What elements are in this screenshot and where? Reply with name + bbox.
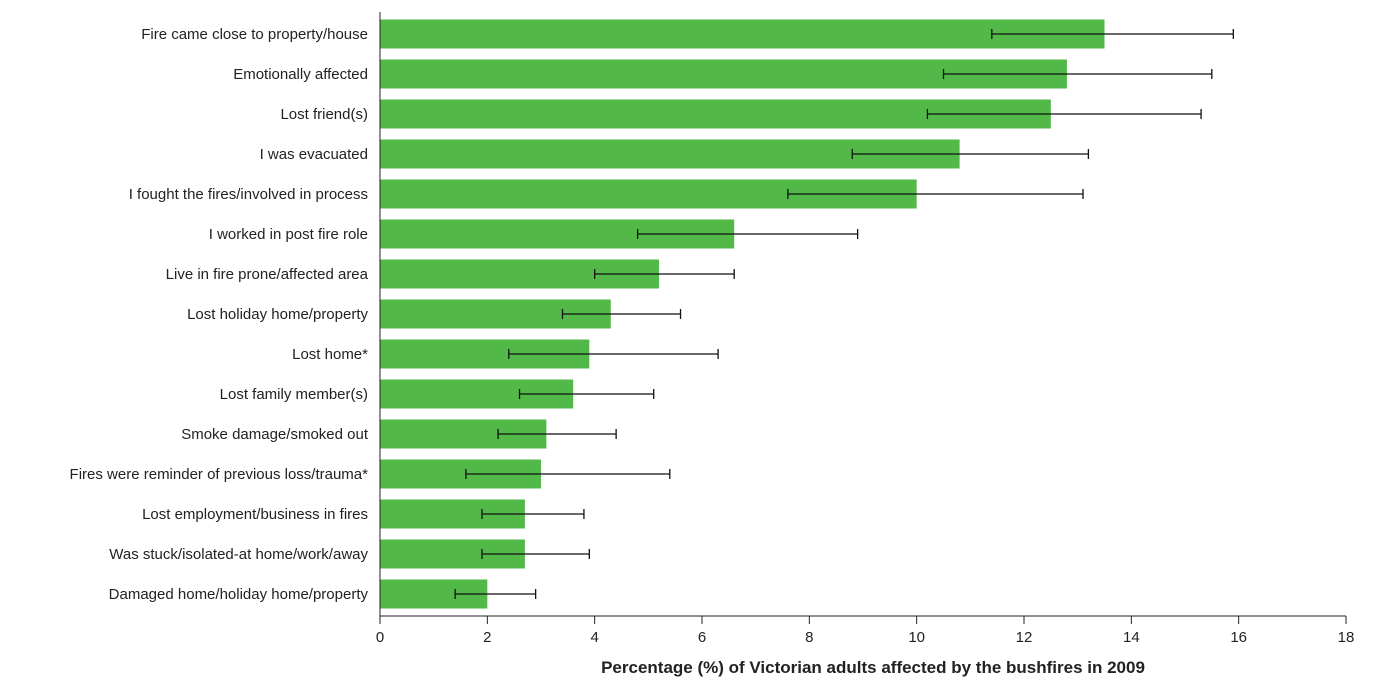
- error-bar: [926, 109, 1202, 119]
- x-tick-label: 0: [376, 629, 384, 646]
- bars-group: [380, 19, 1105, 609]
- category-label: Lost friend(s): [280, 106, 368, 123]
- x-tick-label: 16: [1230, 629, 1247, 646]
- category-label: Lost family member(s): [220, 386, 368, 403]
- x-tick-label: 12: [1016, 629, 1033, 646]
- x-tick-label: 14: [1123, 629, 1140, 646]
- category-label: Fire came close to property/house: [141, 26, 368, 43]
- category-label: Damaged home/holiday home/property: [109, 586, 369, 603]
- category-label: I fought the fires/involved in process: [129, 186, 368, 203]
- category-labels: Fire came close to property/house Emotion…: [70, 26, 369, 603]
- category-label: I worked in post fire role: [209, 226, 368, 243]
- x-axis-ticks: 0 2 4 6 8 10 12 14 16 18: [376, 616, 1355, 646]
- category-label: Emotionally affected: [233, 66, 368, 83]
- error-bar: [561, 309, 682, 319]
- error-bar: [851, 149, 1090, 159]
- category-label: Lost employment/business in fires: [142, 506, 368, 523]
- error-bar: [518, 389, 655, 399]
- error-bar: [636, 229, 859, 239]
- x-tick-label: 18: [1338, 629, 1355, 646]
- category-label: Lost home*: [292, 346, 368, 363]
- x-tick-label: 10: [908, 629, 925, 646]
- error-bar: [481, 509, 585, 519]
- category-label: Fires were reminder of previous loss/tra…: [70, 466, 369, 483]
- x-tick-label: 2: [483, 629, 491, 646]
- x-tick-label: 4: [590, 629, 598, 646]
- x-axis-title: Percentage (%) of Victorian adults affec…: [601, 658, 1145, 677]
- error-bars-group: [454, 29, 1234, 599]
- x-tick-label: 8: [805, 629, 813, 646]
- error-bar: [465, 469, 671, 479]
- category-label: Live in fire prone/affected area: [166, 266, 369, 283]
- error-bar: [497, 429, 617, 439]
- category-label: Lost holiday home/property: [187, 306, 368, 323]
- error-bar: [508, 349, 719, 359]
- error-bar: [787, 189, 1084, 199]
- category-label: Smoke damage/smoked out: [181, 426, 369, 443]
- error-bar: [594, 269, 735, 279]
- error-bar: [481, 549, 590, 559]
- category-label: I was evacuated: [260, 146, 368, 163]
- category-label: Was stuck/isolated-at home/work/away: [109, 546, 368, 563]
- error-bar: [991, 29, 1234, 39]
- error-bar: [942, 69, 1213, 79]
- x-tick-label: 6: [698, 629, 706, 646]
- bar: [380, 19, 1105, 49]
- error-bar: [454, 589, 537, 599]
